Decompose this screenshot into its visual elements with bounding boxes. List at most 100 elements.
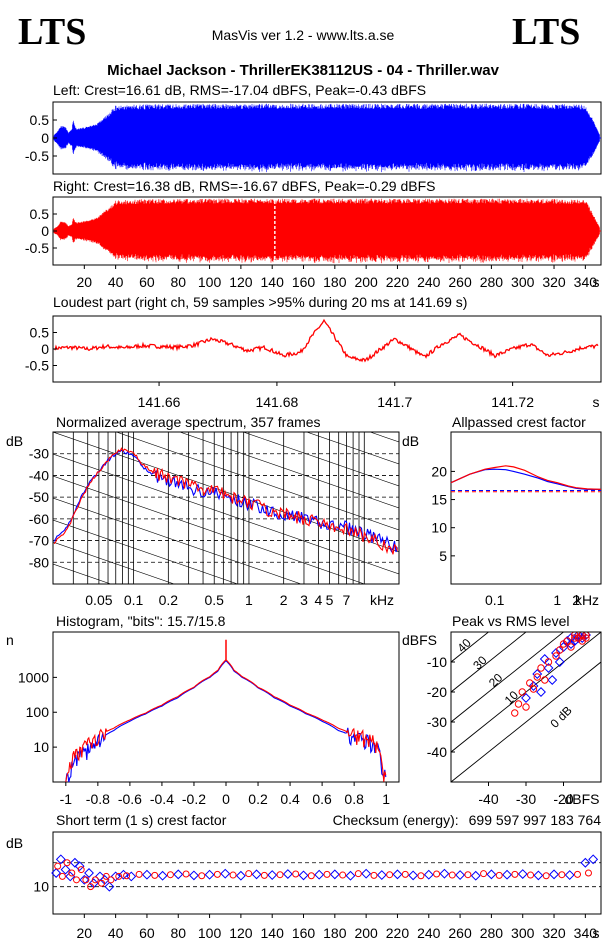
short-term-point-right — [214, 871, 220, 877]
right-waveform-xtick-label: 220 — [386, 274, 410, 290]
peak-rms-diag-label: 0 dB — [547, 703, 574, 730]
right-waveform-xunit: s — [593, 274, 600, 290]
short-term-point-right — [402, 871, 408, 877]
short-term-point-right — [167, 872, 173, 878]
short-term-point-right — [261, 872, 267, 878]
histogram-series-right — [66, 660, 386, 782]
left-waveform-title: Left: Crest=16.61 dB, RMS=-17.04 dBFS, P… — [53, 82, 426, 98]
short-term-ylabel: dB — [6, 835, 23, 851]
right-waveform-xtick-label: 140 — [261, 274, 285, 290]
short-term-point-right — [136, 871, 142, 877]
short-term-point-left — [174, 870, 182, 878]
peak-rms-point-right — [538, 665, 544, 671]
loudest-xunit: s — [593, 394, 600, 410]
short-term-xtick-label: 80 — [170, 925, 186, 941]
peak-rms-point-right — [542, 677, 548, 683]
right-waveform-xtick-label: 180 — [323, 274, 347, 290]
right-waveform-xtick-label: 60 — [139, 274, 155, 290]
short-term-crest-title: Short term (1 s) crest factor — [56, 812, 227, 828]
short-term-xtick-label: 300 — [511, 925, 535, 941]
spectrum-xtick-label: 2 — [280, 592, 288, 608]
short-term-point-left — [190, 871, 198, 879]
short-term-point-right — [230, 872, 236, 878]
short-term-point-left — [440, 869, 448, 877]
peak-rms-diag-label: 30 — [470, 653, 490, 673]
histogram-xtick-label: 0.8 — [344, 791, 364, 807]
spectrum-ytick-label: -40 — [29, 467, 49, 483]
histogram-xtick-label: -1 — [60, 791, 73, 807]
short-term-point-left — [393, 870, 401, 878]
short-term-point-left — [472, 871, 480, 879]
spectrum-xtick-label: 0.2 — [159, 592, 179, 608]
histogram-title: Histogram, "bits": 15.7/15.8 — [56, 613, 226, 629]
right-waveform-xtick-label: 80 — [170, 274, 186, 290]
loudest-ytick-label: 0.5 — [30, 325, 50, 341]
short-term-point-right — [387, 872, 393, 878]
allpassed-ytick-label: 15 — [431, 492, 447, 508]
allpassed-series-left — [451, 469, 601, 489]
histogram-xtick-label: -0.2 — [182, 791, 206, 807]
short-term-xtick-label: 320 — [542, 925, 566, 941]
spectrum-xtick-label: 0.1 — [124, 592, 144, 608]
short-term-point-right — [293, 871, 299, 877]
peak-rms-point-left — [548, 676, 556, 684]
peak-rms-point-right — [519, 689, 525, 695]
peak-rms-xtick-label: -30 — [516, 791, 536, 807]
peak-rms-ylabel: dBFS — [402, 632, 437, 648]
short-term-point-left — [331, 870, 339, 878]
file-title: Michael Jackson - ThrillerEK38112US - 04… — [107, 62, 499, 79]
short-term-point-left — [299, 871, 307, 879]
short-term-point-right — [340, 872, 346, 878]
peak-rms-frame — [451, 632, 601, 782]
right-waveform-xtick-label: 260 — [448, 274, 472, 290]
short-term-xtick-label: 160 — [292, 925, 316, 941]
spectrum-ytick-label: -30 — [29, 446, 49, 462]
short-term-point-left — [268, 871, 276, 879]
loudest-xtick-label: 141.66 — [138, 394, 181, 410]
peak-rms-point-right — [512, 710, 518, 716]
right-waveform-xtick-label: 160 — [292, 274, 316, 290]
short-term-point-right — [371, 872, 377, 878]
histogram-xtick-label: 0.6 — [312, 791, 332, 807]
short-term-xtick-label: 140 — [261, 925, 285, 941]
peak-rms-point-right — [523, 704, 529, 710]
short-term-point-left — [456, 871, 464, 879]
short-term-point-left — [221, 869, 229, 877]
allpassed-xunit: kHz — [575, 592, 599, 608]
short-term-xtick-label: 60 — [139, 925, 155, 941]
short-term-point-right — [59, 873, 65, 879]
peak-vs-rms-title: Peak vs RMS level — [452, 613, 569, 629]
checksum-text: Checksum (energy):699 597 997 183 764 — [333, 812, 602, 828]
right-waveform-xtick-label: 200 — [354, 274, 378, 290]
short-term-point-left — [362, 869, 370, 877]
short-term-point-left — [158, 871, 166, 879]
left-waveform-ytick-label: 0 — [41, 130, 49, 146]
short-term-xtick-label: 240 — [417, 925, 441, 941]
short-term-xtick-label: 220 — [386, 925, 410, 941]
short-term-point-right — [575, 871, 581, 877]
peak-rms-point-left — [537, 688, 545, 696]
histogram-series-left — [66, 661, 386, 782]
right-waveform-xtick-label: 300 — [511, 274, 535, 290]
peak-rms-ytick-label: -30 — [427, 714, 447, 730]
short-term-point-left — [565, 871, 573, 879]
peak-rms-xtick-label: -40 — [478, 791, 498, 807]
spectrum-slope-line — [53, 432, 399, 552]
short-term-point-left — [252, 870, 260, 878]
short-term-xtick-label: 200 — [354, 925, 378, 941]
spectrum-title: Normalized average spectrum, 357 frames — [56, 414, 321, 430]
lts-logo-right: LTS — [512, 11, 580, 53]
peak-rms-xlabel: dBFS — [564, 791, 599, 807]
lts-logo-left: LTS — [18, 11, 86, 53]
peak-rms-point-right — [568, 644, 574, 650]
spectrum-slope-line — [53, 388, 399, 508]
short-term-point-left — [589, 855, 597, 863]
short-term-point-right — [55, 863, 61, 869]
right-waveform-title: Right: Crest=16.38 dB, RMS=-16.67 dBFS, … — [53, 178, 435, 194]
short-term-point-right — [308, 873, 314, 879]
allpassed-frame — [451, 432, 601, 584]
spectrum-xunit: kHz — [370, 592, 394, 608]
short-term-point-right — [277, 872, 283, 878]
histogram-xtick-label: 1 — [382, 791, 390, 807]
